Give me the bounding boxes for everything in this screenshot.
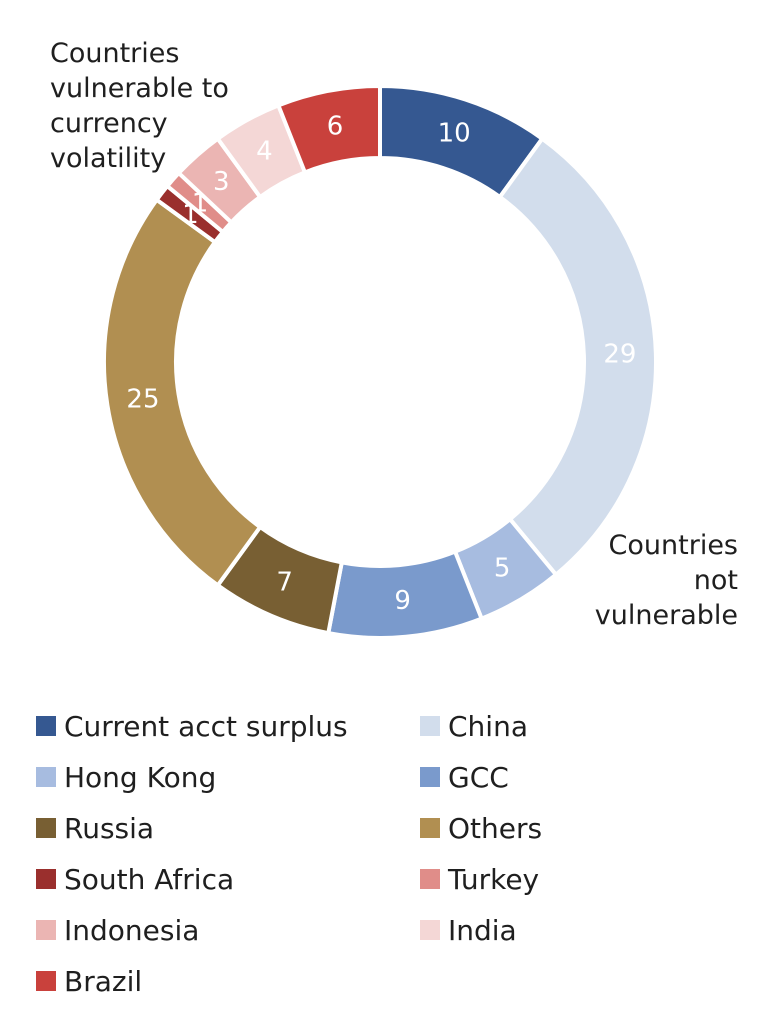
legend-label: South Africa	[64, 862, 235, 896]
legend-swatch	[36, 716, 56, 736]
legend-swatch	[36, 869, 56, 889]
slice-value-label: 25	[126, 385, 159, 415]
legend-label: Brazil	[64, 964, 143, 998]
legend-label: GCC	[448, 760, 509, 794]
slice-value-label: 10	[438, 119, 471, 149]
legend-item: Others	[420, 808, 542, 848]
slice-brazil	[275, 83, 382, 175]
legend-swatch	[36, 818, 56, 838]
slice-value-label: 7	[276, 567, 293, 597]
legend-label: India	[448, 913, 517, 947]
annotation-not-vulnerable-line: vulnerable	[594, 600, 738, 631]
legend-item: Indonesia	[36, 910, 199, 950]
legend-label: Others	[448, 811, 543, 845]
slice-value-label: 4	[256, 137, 273, 167]
legend-item: South Africa	[36, 859, 234, 899]
annotation-vulnerable-line: currency	[50, 108, 168, 139]
legend-label: Russia	[64, 811, 155, 845]
legend-item: Current acct surplus	[36, 706, 348, 746]
slice-value-label: 29	[603, 339, 636, 369]
legend-swatch	[420, 818, 440, 838]
annotation-vulnerable-line: Countries	[50, 38, 180, 69]
legend-label: Current acct surplus	[64, 709, 348, 743]
legend-item: Brazil	[36, 961, 142, 1001]
slice-china	[497, 135, 658, 578]
slice-others	[102, 196, 263, 589]
legend-swatch	[420, 869, 440, 889]
legend-item: India	[420, 910, 517, 950]
slice-value-label: 9	[394, 586, 411, 616]
annotation-not-vulnerable: Countries not vulnerable	[538, 528, 738, 633]
legend-swatch	[36, 971, 56, 991]
legend-label: Indonesia	[64, 913, 200, 947]
legend-swatch	[420, 716, 440, 736]
legend-item: Turkey	[420, 859, 539, 899]
annotation-vulnerable-line: volatility	[50, 143, 167, 174]
annotation-not-vulnerable-line: Countries	[608, 530, 738, 561]
annotation-not-vulnerable-line: not	[693, 565, 738, 596]
slice-value-label: 3	[213, 167, 230, 197]
legend-item: Hong Kong	[36, 757, 216, 797]
legend-swatch	[420, 767, 440, 787]
legend-label: Turkey	[448, 862, 540, 896]
slice-value-label: 5	[494, 554, 511, 584]
legend-item: Russia	[36, 808, 154, 848]
legend-swatch	[36, 920, 56, 940]
legend-item: GCC	[420, 757, 509, 797]
slice-value-label: 6	[327, 111, 344, 141]
legend-swatch	[36, 767, 56, 787]
legend-swatch	[420, 920, 440, 940]
annotation-vulnerable-line: vulnerable to	[50, 73, 229, 104]
legend-item: China	[420, 706, 528, 746]
legend-label: Hong Kong	[64, 760, 217, 794]
annotation-vulnerable: Countries vulnerable to currency volatil…	[50, 36, 280, 176]
legend-label: China	[448, 709, 528, 743]
